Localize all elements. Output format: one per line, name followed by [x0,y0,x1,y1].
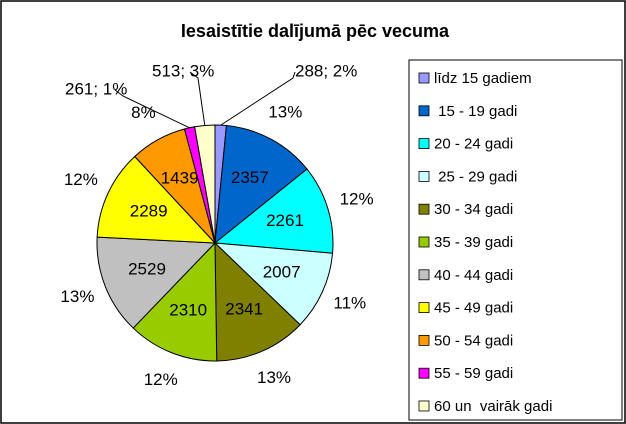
legend-label: līdz 15 gadiem [434,70,532,87]
percent-label: 13% [268,102,302,121]
pie-slice [214,241,301,362]
pie-slice [213,168,334,254]
legend-label: 30 - 34 gadi [434,201,513,218]
legend-swatch [418,334,430,346]
percent-label: 12% [64,170,98,189]
legend-label: 35 - 39 gadi [434,234,513,251]
legend-swatch [418,269,430,281]
value-label: 2310 [169,301,207,320]
legend-label: 50 - 54 gadi [434,332,513,349]
legend-label: 60 un vairāk gadi [434,398,552,415]
percent-label: 12% [340,189,374,208]
pie-slice [214,125,308,245]
legend-swatch [418,138,430,150]
data-label: 261; 1% [65,79,127,98]
value-label: 1439 [161,168,199,187]
legend-label: 25 - 29 gadi [434,168,517,185]
legend-swatch [418,170,430,182]
pie-slice [96,155,217,244]
legend-swatch [418,367,430,379]
value-label: 2007 [263,263,301,282]
legend-label: 55 - 59 gadi [434,365,513,382]
percent-label: 12% [144,370,178,389]
legend-swatch [418,72,430,84]
legend-swatch [418,203,430,215]
value-label: 2357 [231,168,269,187]
legend-label: 40 - 44 gadi [434,267,513,284]
chart-title: Iesaistītie dalījumā pēc vecuma [181,21,450,41]
value-label: 2529 [128,259,166,278]
legend-swatch [418,105,430,117]
pie-slice [213,242,334,326]
legend-swatch [418,302,430,314]
pie-slice [96,236,217,329]
pie-slice [132,241,218,362]
percent-label: 8% [131,103,156,122]
percent-label: 11% [333,294,366,313]
leader-line [189,71,206,126]
legend-box [408,59,623,421]
legend-swatch [418,236,430,248]
legend-label: 20 - 24 gadi [434,136,513,153]
data-label: 288; 2% [295,61,357,80]
leader-line [114,89,190,129]
percent-label: 13% [257,368,291,387]
data-label: 513; 3% [152,61,214,80]
legend-label: 15 - 19 gadi [434,103,517,120]
legend-label: 45 - 49 gadi [434,300,513,317]
value-label: 2261 [266,211,304,230]
value-label: 2289 [130,202,168,221]
leader-line [220,71,296,126]
value-label: 2341 [225,300,263,319]
legend-swatch [418,400,430,412]
percent-label: 13% [60,287,94,306]
